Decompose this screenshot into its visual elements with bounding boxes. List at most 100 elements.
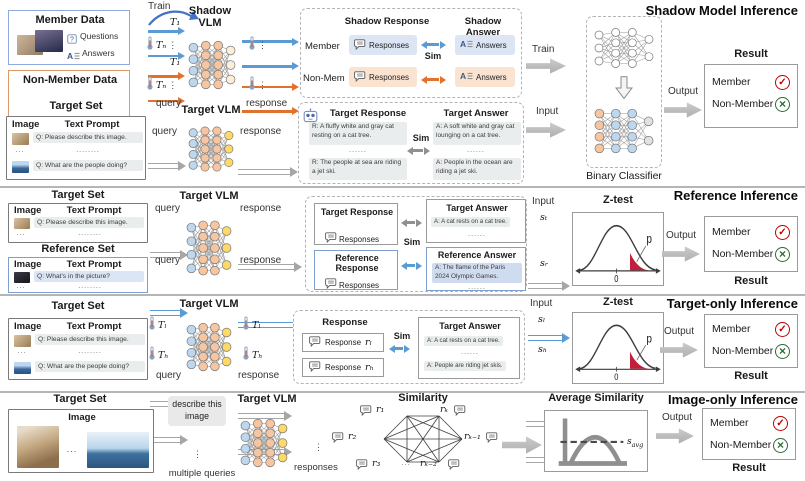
thermometer-icon bbox=[242, 316, 250, 335]
st-label: sₜ bbox=[540, 212, 548, 223]
th-label: Tₕ bbox=[158, 350, 169, 361]
chat-icon bbox=[309, 359, 321, 377]
response-arrow-member-2 bbox=[242, 64, 292, 68]
reference-set-title: Reference Set bbox=[41, 243, 115, 255]
target-set-title: Target Set bbox=[53, 393, 107, 405]
target-answer-2: A: People are riding jet skis. bbox=[424, 361, 506, 372]
prompt-q1: Q: Please describe this image. bbox=[35, 334, 145, 346]
row-separator bbox=[0, 294, 805, 296]
average-similarity-title: Average Similarity bbox=[548, 392, 644, 404]
member-result-label: Member bbox=[712, 76, 751, 88]
sh-label: sₕ bbox=[538, 344, 547, 355]
chat-icon bbox=[454, 403, 466, 421]
target-vlm-title: Target VLM bbox=[179, 190, 239, 202]
responses-chip-label: Responses bbox=[369, 72, 410, 82]
average-similarity-plot: savg bbox=[544, 410, 648, 472]
nonmember-result-label: Non-Member bbox=[710, 439, 772, 451]
cross-icon: × bbox=[775, 343, 790, 359]
sim-arrow-nonmem bbox=[427, 78, 439, 82]
input-label: Input bbox=[530, 298, 553, 309]
chat-icon bbox=[354, 38, 366, 52]
train-curved-arrow bbox=[148, 10, 199, 26]
ztest-plot: p 0 bbox=[572, 312, 664, 384]
binary-classifier-label: Binary Classifier bbox=[586, 170, 662, 182]
check-icon: ✓ bbox=[773, 415, 788, 431]
answer-dots: ...... bbox=[467, 147, 485, 154]
target-answer-header: Target Answer bbox=[443, 108, 509, 119]
prompt-thumbnail-night bbox=[14, 272, 30, 283]
prompt-thumbnail-cat bbox=[14, 218, 30, 229]
sim-arrow-member bbox=[427, 43, 439, 47]
thumb-dots: ... bbox=[15, 147, 25, 154]
row-separator bbox=[0, 391, 805, 393]
result-title: Result bbox=[732, 462, 766, 474]
p-label: p bbox=[647, 332, 652, 345]
svg-text:?: ? bbox=[70, 37, 74, 44]
ztest-title: Z-test bbox=[603, 194, 633, 206]
sim-arrow bbox=[395, 347, 403, 351]
prompt-q1: Q: Please describe this image. bbox=[33, 132, 143, 144]
target-set-title: Target Set bbox=[51, 189, 105, 201]
response-high-box: Response rₕ bbox=[302, 358, 384, 377]
tl-label: Tₗ bbox=[252, 320, 261, 331]
target-set-box: Image Text Prompt Q: Please describe thi… bbox=[8, 318, 148, 380]
section-title-shadow: Shadow Model Inference bbox=[645, 3, 798, 18]
response-arrow-low-temp bbox=[238, 412, 284, 419]
more-queries-dots: ⋮ bbox=[168, 40, 178, 50]
result-box: Member ✓ Non-Member × bbox=[704, 216, 798, 272]
prompt-thumbnail-sea bbox=[14, 362, 31, 374]
th-label: Tₕ bbox=[252, 350, 263, 361]
t1-label-nonmember: T₁ bbox=[170, 57, 181, 68]
target-response-header: Target Response bbox=[329, 108, 407, 119]
cross-icon: × bbox=[773, 437, 788, 453]
nonmem-responses-chip: Responses bbox=[349, 67, 417, 87]
target-vlm-network bbox=[186, 214, 232, 282]
section-title-target-only: Target-only Inference bbox=[666, 296, 798, 311]
output-label: Output bbox=[668, 86, 699, 97]
response-label: response bbox=[238, 370, 280, 381]
sim-arrow-target bbox=[407, 221, 415, 225]
chat-icon bbox=[448, 457, 460, 475]
query-arrow-nonmember-2 bbox=[148, 99, 178, 103]
response-arrow bbox=[238, 168, 290, 175]
result-box: Member ✓ Non-Member × bbox=[702, 408, 796, 460]
prompt-thumbnail-cat bbox=[12, 133, 29, 145]
tn-label-nonmember: Tₙ bbox=[156, 80, 167, 91]
output-block-arrow bbox=[664, 102, 702, 118]
reference-similarity-panel: Target Response Responses Reference Resp… bbox=[305, 196, 527, 292]
prompt-q1: Q: Please describe this image. bbox=[34, 217, 144, 229]
target-answer-box: Target Answer A: A cat rests on a cat tr… bbox=[418, 317, 520, 379]
check-icon: ✓ bbox=[775, 224, 790, 240]
result-box: Member ✓ Non-Member × bbox=[704, 314, 798, 368]
query-label: query bbox=[152, 126, 178, 137]
prompt-col-header: Text Prompt bbox=[64, 119, 120, 130]
zero-label: 0 bbox=[614, 371, 618, 382]
questions-label: Questions bbox=[80, 31, 119, 41]
response-arrow-reference bbox=[238, 321, 294, 328]
response-label: response bbox=[246, 98, 288, 109]
image-col-header: Image bbox=[14, 321, 42, 332]
response-arrow-nonmember-2 bbox=[242, 110, 292, 113]
target-vlm-network bbox=[240, 414, 288, 472]
member-answers-chip: A Answers bbox=[455, 35, 515, 55]
input-block-arrow bbox=[526, 122, 566, 138]
answers-icon: A bbox=[460, 39, 473, 51]
similarity-block-arrow bbox=[502, 436, 542, 454]
answer-dots: ...... bbox=[461, 349, 479, 356]
thumb-dots: ... bbox=[17, 348, 27, 355]
thermometer-icon bbox=[242, 346, 250, 365]
answers-icon: A bbox=[67, 48, 80, 66]
sim-label: Sim bbox=[393, 331, 411, 341]
response-label: response bbox=[240, 126, 282, 137]
reference-response-box: Reference Response Responses bbox=[314, 250, 398, 290]
p-value-region bbox=[630, 252, 649, 271]
answer-dots: ...... bbox=[468, 231, 486, 238]
nonmember-result-label: Non-Member bbox=[712, 98, 774, 110]
nonmem-row-label: Non-Mem bbox=[303, 73, 345, 84]
member-data-title: Member Data bbox=[35, 14, 105, 26]
graph-dots: ... bbox=[401, 460, 411, 467]
response-label: response bbox=[240, 255, 282, 266]
thermometer-icon bbox=[248, 36, 256, 55]
more-responses-dots: ⋮ bbox=[314, 442, 323, 452]
